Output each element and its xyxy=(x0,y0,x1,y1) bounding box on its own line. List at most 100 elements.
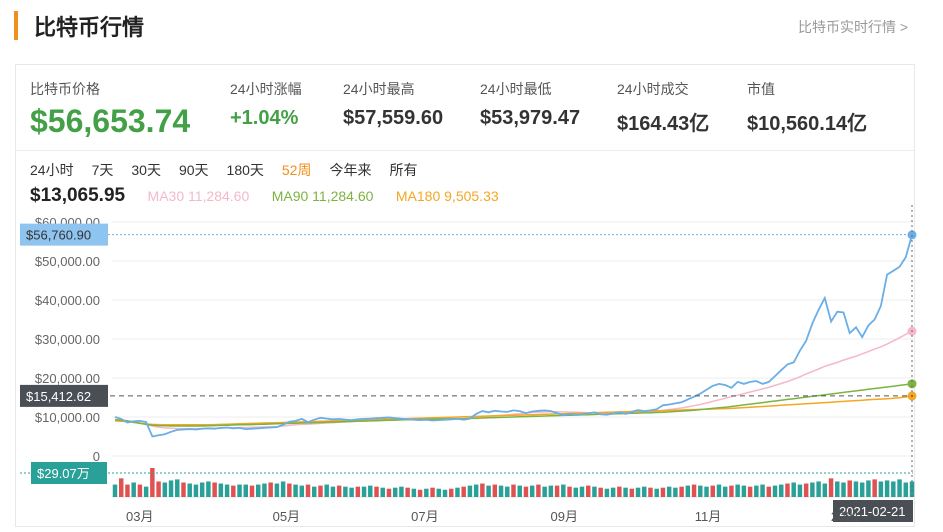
volume-bar xyxy=(143,486,149,497)
volume-bar xyxy=(349,487,354,497)
volume-bar xyxy=(536,484,541,497)
crosshair-volume-label: $29.07万 xyxy=(37,466,90,481)
volume-bar xyxy=(417,489,423,497)
volume-bar xyxy=(791,482,796,497)
stat-change-label: 24小时涨幅 xyxy=(230,81,302,97)
x-tick-label: 05月 xyxy=(273,509,300,524)
y-tick-label: 0 xyxy=(93,449,100,464)
volume-bar xyxy=(374,486,379,497)
volume-bar xyxy=(448,488,454,497)
volume-bar xyxy=(312,486,317,497)
crosshair-date-label: 2021-02-21 xyxy=(839,504,906,519)
volume-bar xyxy=(710,485,715,497)
volume-bar xyxy=(878,481,884,497)
y-tick-label: $50,000.00 xyxy=(35,254,100,269)
volume-bar xyxy=(218,483,224,497)
volume-bar xyxy=(766,486,772,497)
stat-market-cap-label: 市值 xyxy=(747,81,775,97)
volume-bar xyxy=(361,486,367,497)
volume-bar xyxy=(430,487,435,497)
realtime-quotes-link[interactable]: 比特币实时行情 > xyxy=(798,19,909,35)
volume-bar xyxy=(355,486,361,497)
range-tab[interactable]: 52周 xyxy=(281,162,312,178)
ma-row: $13,065.95 MA30 11,284.60 MA90 11,284.60… xyxy=(30,185,517,207)
volume-bar xyxy=(648,487,653,497)
volume-bar xyxy=(330,486,336,497)
x-tick-label: 09月 xyxy=(551,509,578,524)
volume-bar xyxy=(859,482,865,497)
ma180-line xyxy=(114,395,913,426)
volume-bar xyxy=(473,484,479,497)
volume-bar xyxy=(673,487,678,497)
range-tab[interactable]: 90天 xyxy=(178,162,209,178)
volume-bar xyxy=(293,484,298,497)
volume-bar xyxy=(573,487,579,497)
stat-low-label: 24小时最低 xyxy=(480,81,552,97)
range-tab[interactable]: 24小时 xyxy=(30,162,74,178)
stat-volume-value: $164.43亿 xyxy=(617,113,710,135)
volume-bar xyxy=(592,486,597,497)
range-tab[interactable]: 今年来 xyxy=(329,162,372,178)
volume-bar xyxy=(884,480,890,497)
ma30-line xyxy=(114,330,913,430)
volume-bar xyxy=(162,482,168,497)
price-line xyxy=(114,234,913,438)
volume-bar xyxy=(909,481,915,497)
volume-bar xyxy=(741,485,747,497)
crosshair-volume-label-box xyxy=(31,462,107,484)
range-tabs: 24小时 7天 30天 90天 180天 52周 今年来 所有 xyxy=(30,160,435,180)
volume-bar xyxy=(660,487,666,497)
volume-bar xyxy=(368,485,373,497)
crosshair-price-label: $56,760.90 xyxy=(26,228,91,243)
volume-bar xyxy=(617,486,622,497)
ma90-legend: MA90 11,284.60 xyxy=(271,188,374,204)
volume-bar xyxy=(698,485,703,497)
volume-bar xyxy=(779,484,784,497)
volume-bar xyxy=(175,479,180,497)
volume-bar xyxy=(287,483,292,497)
volume-bar xyxy=(181,482,186,497)
volume-bar xyxy=(816,481,821,497)
volume-bar xyxy=(567,486,572,497)
volume-bar xyxy=(642,486,647,497)
ma30-legend: MA30 11,284.60 xyxy=(147,188,250,204)
volume-bar xyxy=(199,482,205,497)
x-tick-label: 2021 xyxy=(831,509,860,524)
volume-bar xyxy=(772,485,778,497)
current-value: $13,065.95 xyxy=(30,185,126,206)
range-tab[interactable]: 30天 xyxy=(131,162,161,178)
stat-volume: 24小时成交 $164.43亿 xyxy=(617,79,709,136)
volume-bar xyxy=(318,485,323,497)
range-tab[interactable]: 180天 xyxy=(226,162,264,178)
y-tick-label: $30,000.00 xyxy=(35,332,100,347)
volume-bar xyxy=(561,484,566,497)
crosshair-date-label-box xyxy=(833,500,913,522)
volume-bar xyxy=(255,484,261,497)
volume-bar xyxy=(523,486,529,497)
page-title: 比特币行情 xyxy=(34,15,145,40)
volume-bar xyxy=(803,483,809,497)
volume-bar xyxy=(249,485,255,497)
volume-bar xyxy=(243,484,248,497)
volume-bar xyxy=(125,484,130,497)
range-tab[interactable]: 7天 xyxy=(91,162,114,178)
volume-bar xyxy=(579,486,585,497)
volume-bar xyxy=(212,482,217,497)
range-tab[interactable]: 所有 xyxy=(389,162,418,178)
volume-bar xyxy=(654,488,659,497)
volume-bar xyxy=(760,484,765,497)
volume-bar xyxy=(112,484,118,497)
volume-bar xyxy=(604,488,610,497)
stat-low: 24小时最低 $53,979.47 xyxy=(480,79,580,130)
volume-bar xyxy=(598,487,603,497)
crosshair-price-label-box xyxy=(20,223,108,246)
volume-bar xyxy=(424,488,429,497)
volume-bar xyxy=(137,484,143,497)
volume-bar xyxy=(729,485,734,497)
ma90-endpoint xyxy=(907,379,917,389)
volume-bar xyxy=(891,481,896,497)
volume-bar xyxy=(231,485,236,497)
volume-bar xyxy=(797,484,803,497)
volume-bar xyxy=(193,484,199,497)
